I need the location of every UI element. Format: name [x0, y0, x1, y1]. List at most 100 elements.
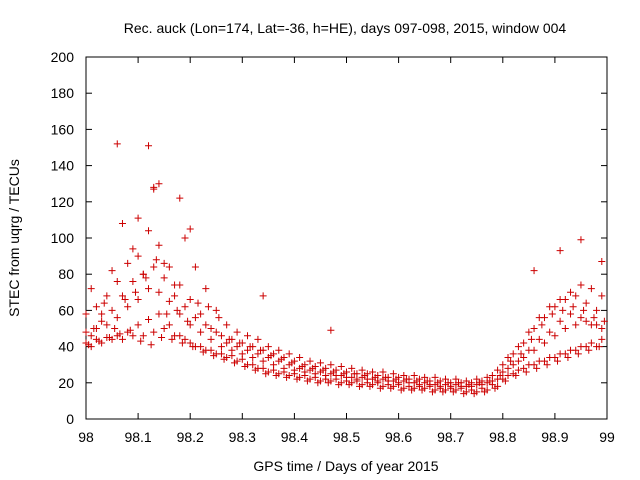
- data-point: [134, 214, 142, 222]
- data-point: [230, 359, 238, 367]
- data-point: [598, 325, 606, 332]
- data-point: [145, 285, 153, 293]
- data-point: [111, 325, 119, 332]
- data-point: [408, 386, 416, 394]
- data-point: [486, 377, 494, 385]
- data-point: [587, 285, 595, 293]
- data-point: [301, 368, 309, 376]
- data-point: [496, 372, 504, 380]
- data-point: [525, 328, 533, 336]
- data-point: [428, 388, 436, 396]
- data-point: [483, 373, 491, 381]
- y-tick-label: 100: [51, 230, 75, 246]
- data-point: [134, 296, 142, 304]
- data-point: [444, 379, 452, 387]
- data-point: [223, 321, 231, 329]
- data-points: [82, 140, 608, 398]
- data-point: [533, 364, 541, 372]
- data-point: [504, 353, 512, 361]
- data-point: [369, 368, 377, 376]
- data-point: [139, 332, 147, 340]
- data-point: [514, 366, 522, 374]
- data-point: [494, 375, 502, 383]
- data-point: [118, 292, 126, 300]
- data-point: [257, 346, 265, 354]
- data-point: [379, 368, 387, 376]
- data-point: [520, 339, 528, 347]
- x-tick-label: 98.8: [489, 429, 516, 445]
- data-point: [98, 317, 106, 325]
- data-point: [556, 296, 564, 304]
- y-tick-label: 20: [58, 375, 74, 391]
- data-point: [275, 346, 283, 354]
- data-point: [439, 388, 447, 396]
- x-tick-label: 98: [78, 429, 94, 445]
- data-point: [561, 325, 569, 332]
- data-point: [100, 299, 108, 307]
- data-point: [103, 321, 111, 329]
- data-point: [593, 306, 601, 314]
- data-point: [327, 326, 335, 334]
- data-point: [421, 373, 429, 381]
- data-point: [512, 372, 520, 380]
- data-point: [264, 343, 272, 351]
- data-point: [600, 317, 608, 325]
- data-point: [254, 335, 262, 343]
- data-point: [358, 366, 366, 374]
- data-point: [212, 328, 220, 336]
- data-point: [191, 263, 199, 271]
- data-point: [309, 364, 317, 372]
- data-point: [322, 372, 330, 380]
- data-point: [556, 350, 564, 358]
- y-tick-label: 60: [58, 302, 74, 318]
- data-point: [488, 372, 496, 380]
- data-point: [423, 377, 431, 385]
- x-tick-label: 98.4: [281, 429, 308, 445]
- x-tick-label: 98.1: [124, 429, 151, 445]
- data-point: [85, 341, 93, 349]
- data-point: [150, 263, 158, 271]
- data-point: [283, 373, 291, 381]
- data-point: [134, 321, 142, 329]
- data-point: [228, 346, 236, 354]
- data-point: [520, 364, 528, 372]
- data-point: [191, 314, 199, 322]
- data-point: [572, 292, 580, 300]
- data-point: [441, 375, 449, 383]
- data-point: [288, 359, 296, 367]
- data-point: [150, 185, 158, 193]
- data-point: [186, 339, 194, 347]
- data-point: [129, 245, 137, 253]
- data-point: [186, 296, 194, 304]
- data-point: [530, 267, 538, 275]
- data-point: [460, 390, 468, 398]
- data-point: [155, 241, 163, 249]
- data-point: [504, 364, 512, 372]
- y-axis-label: STEC from uqrg / TECUs: [6, 159, 22, 317]
- x-tick-label: 98.2: [177, 429, 204, 445]
- data-point: [598, 258, 606, 266]
- data-point: [116, 330, 124, 338]
- data-point: [595, 343, 603, 351]
- data-point: [316, 359, 324, 367]
- data-point: [577, 343, 585, 351]
- data-point: [165, 263, 173, 271]
- data-point: [587, 339, 595, 347]
- data-point: [186, 321, 194, 329]
- data-point: [303, 377, 311, 385]
- data-point: [189, 343, 197, 351]
- y-tick-label: 120: [51, 194, 75, 210]
- x-tick-label: 98.6: [385, 429, 412, 445]
- data-point: [329, 368, 337, 376]
- data-point: [207, 335, 215, 343]
- data-point: [197, 328, 205, 336]
- data-point: [548, 310, 556, 318]
- data-point: [504, 372, 512, 380]
- data-point: [124, 303, 132, 311]
- data-point: [587, 321, 595, 329]
- data-point: [327, 361, 335, 369]
- data-point: [160, 325, 168, 332]
- data-point: [350, 370, 358, 378]
- data-point: [392, 375, 400, 383]
- y-tick-label: 160: [51, 121, 75, 137]
